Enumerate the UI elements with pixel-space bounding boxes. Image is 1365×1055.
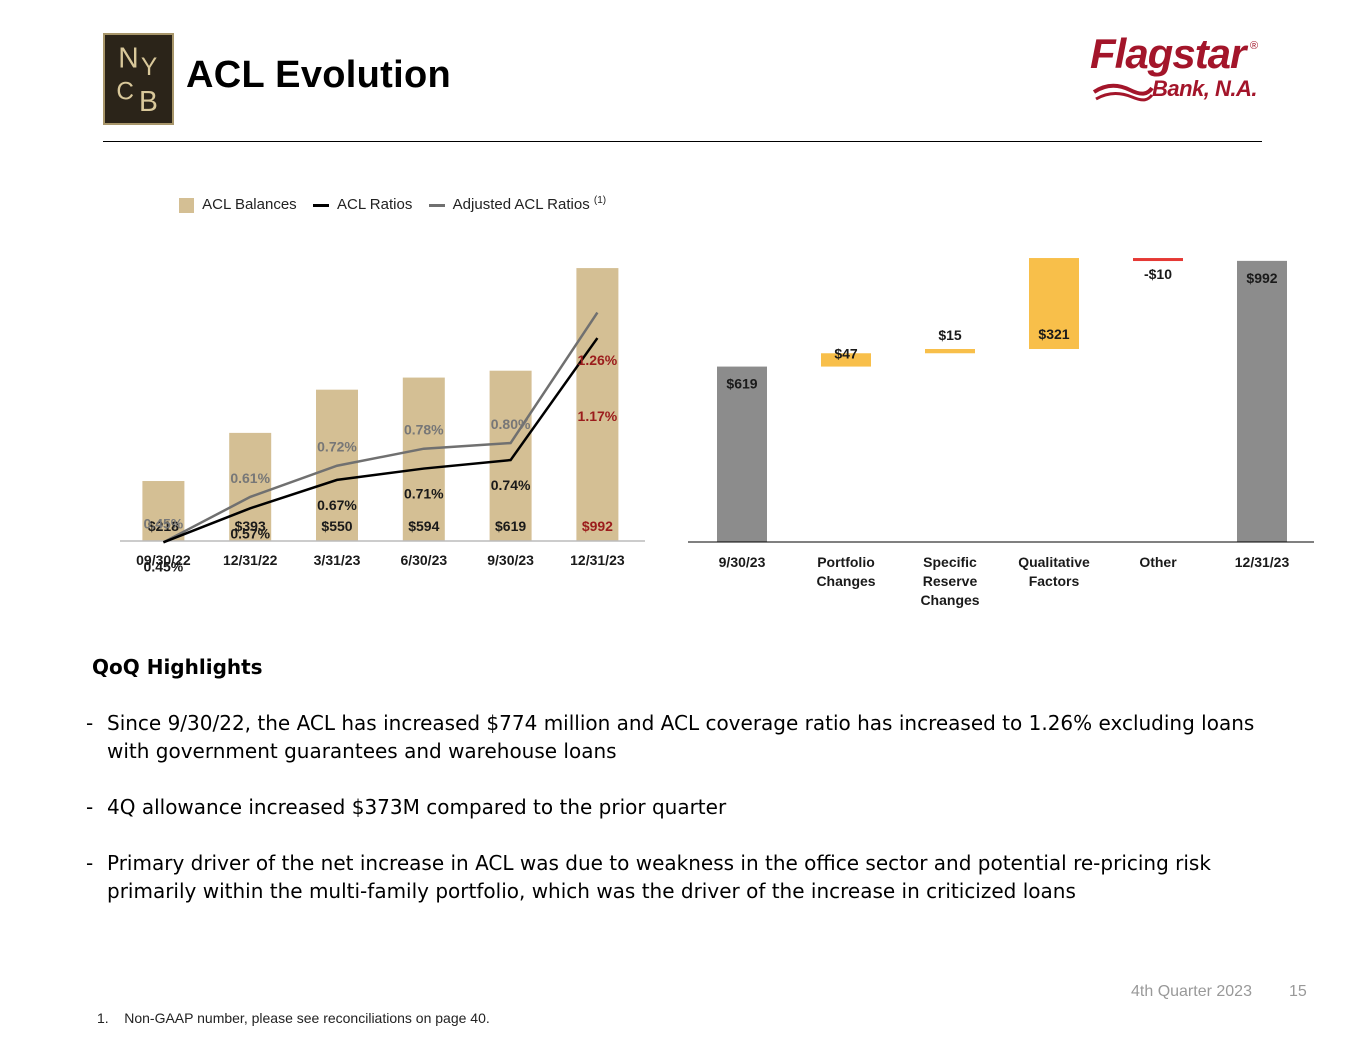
x-tick-label: 12/31/23 xyxy=(570,552,625,568)
svg-text:Y: Y xyxy=(141,54,157,81)
waterfall-value-label: $619 xyxy=(726,376,757,392)
adjusted-acl-ratio-label: 0.80% xyxy=(491,416,531,432)
acl-ratio-label: 1.17% xyxy=(578,408,618,424)
waterfall-value-label: $15 xyxy=(938,327,962,343)
x-tick-label: 6/30/23 xyxy=(400,552,447,568)
x-tick-label: Other xyxy=(1139,554,1177,570)
adjusted-acl-ratio-label: 0.61% xyxy=(230,470,270,486)
highlight-bullet: - Since 9/30/22, the ACL has increased $… xyxy=(86,709,1286,769)
adjusted-acl-ratio-line xyxy=(162,311,599,544)
highlight-bullet: - 4Q allowance increased $373M compared … xyxy=(86,793,1286,823)
x-tick-label: 3/31/23 xyxy=(314,552,361,568)
acl-balance-bar xyxy=(142,481,185,541)
legend-label-acl-balances: ACL Balances xyxy=(202,196,297,213)
acl-ratio-label: 0.45% xyxy=(144,558,184,574)
x-tick-label: Factors xyxy=(1029,573,1080,589)
legend-label-adjusted-acl-ratios: Adjusted ACL Ratios xyxy=(452,196,590,213)
legend-label-acl-ratios: ACL Ratios xyxy=(337,196,413,213)
bullet-dash: - xyxy=(86,711,94,735)
legend-footnote-marker: (1) xyxy=(593,195,607,206)
page-title: ACL Evolution xyxy=(186,54,451,96)
acl-balance-value-label: $218 xyxy=(148,518,179,534)
x-tick-label: 12/31/23 xyxy=(1235,554,1290,570)
acl-balance-value-label: $619 xyxy=(495,518,526,534)
acl-balance-bar xyxy=(402,377,445,541)
x-tick-label: Changes xyxy=(920,592,979,608)
nycb-logo: N Y C B xyxy=(103,33,174,125)
acl-balance-value-label: $393 xyxy=(235,518,266,534)
acl-waterfall-chart: $619 $47 $15 $321 -$10 $992 9/30/23 Portfolio Ch… xyxy=(688,258,1314,608)
bullet-dash: - xyxy=(86,795,94,819)
flagstar-swoosh-icon xyxy=(1092,83,1154,102)
acl-ratio-line xyxy=(162,337,599,544)
x-tick-label: 09/30/22 xyxy=(136,552,191,568)
acl-balance-bar xyxy=(229,432,272,541)
waterfall-value-label: $992 xyxy=(1246,270,1277,286)
acl-ratio-label: 0.57% xyxy=(230,525,270,541)
acl-balance-value-label: $550 xyxy=(321,518,352,534)
bullet-text: Since 9/30/22, the ACL has increased $77… xyxy=(107,711,1255,763)
x-tick-label: Specific xyxy=(923,554,977,570)
acl-balance-bar xyxy=(576,268,619,541)
acl-balances-combo-chart: $218 $393 $550 $594 $619 $992 0.45% 0.61% 0.72% 0… xyxy=(120,268,645,574)
acl-balance-value-label: $992 xyxy=(582,518,613,534)
x-tick-label: Qualitative xyxy=(1018,554,1090,570)
x-tick-label: Portfolio xyxy=(817,554,875,570)
footnote: 1. Non-GAAP number, please see reconcili… xyxy=(97,1010,490,1026)
adjusted-acl-ratio-label: 1.26% xyxy=(578,352,618,368)
adjusted-acl-ratio-label: 0.72% xyxy=(317,439,357,455)
svg-text:C: C xyxy=(116,79,134,106)
x-tick-label: 9/30/23 xyxy=(487,552,534,568)
adjusted-acl-ratio-label: 0.45% xyxy=(144,515,184,531)
bullet-text: 4Q allowance increased $373M compared to… xyxy=(107,795,727,819)
bullet-text: Primary driver of the net increase in AC… xyxy=(107,851,1211,903)
acl-ratio-label: 0.71% xyxy=(404,486,444,502)
adjusted-acl-ratio-label: 0.78% xyxy=(404,422,444,438)
highlight-bullet: - Primary driver of the net increase in … xyxy=(86,849,1286,909)
x-tick-label: 9/30/23 xyxy=(719,554,766,570)
acl-balance-value-label: $594 xyxy=(408,518,439,534)
acl-ratio-label: 0.74% xyxy=(491,477,531,493)
waterfall-delta-bar xyxy=(1029,258,1079,350)
waterfall-value-label: $47 xyxy=(834,345,858,361)
acl-balance-bar xyxy=(489,370,532,541)
footer-period: 4th Quarter 2023 xyxy=(1131,983,1252,1000)
waterfall-value-label: -$10 xyxy=(1144,266,1172,282)
highlights-title: QoQ Highlights xyxy=(92,655,263,679)
waterfall-delta-bar xyxy=(821,353,871,367)
waterfall-total-bar xyxy=(717,366,767,542)
svg-text:N: N xyxy=(118,42,138,74)
flagstar-brand-subtitle: Bank, N.A. xyxy=(1152,76,1258,101)
svg-text:B: B xyxy=(139,85,158,117)
nycb-monogram-icon: N Y C B xyxy=(116,42,158,117)
waterfall-delta-bar xyxy=(925,349,975,354)
flagstar-brand-name: Flagstar xyxy=(1090,30,1246,77)
header-divider xyxy=(103,141,1262,142)
x-tick-label: Reserve xyxy=(923,573,978,589)
page-number: 15 xyxy=(1289,983,1307,1000)
waterfall-value-label: $321 xyxy=(1038,326,1069,342)
x-tick-label: 12/31/22 xyxy=(223,552,278,568)
bullet-dash: - xyxy=(86,851,94,875)
legend-swatch-adjusted-acl-ratios xyxy=(428,203,445,207)
registered-mark: ® xyxy=(1250,40,1259,52)
legend-swatch-acl-ratios xyxy=(312,203,329,207)
waterfall-total-bar xyxy=(1237,260,1287,542)
chart-legend: ACL Balances ACL Ratios Adjusted ACL Rat… xyxy=(179,195,606,213)
waterfall-delta-bar xyxy=(1133,258,1183,262)
legend-swatch-acl-balances xyxy=(179,197,194,213)
acl-ratio-label: 0.67% xyxy=(317,497,357,513)
x-tick-label: Changes xyxy=(816,573,875,589)
